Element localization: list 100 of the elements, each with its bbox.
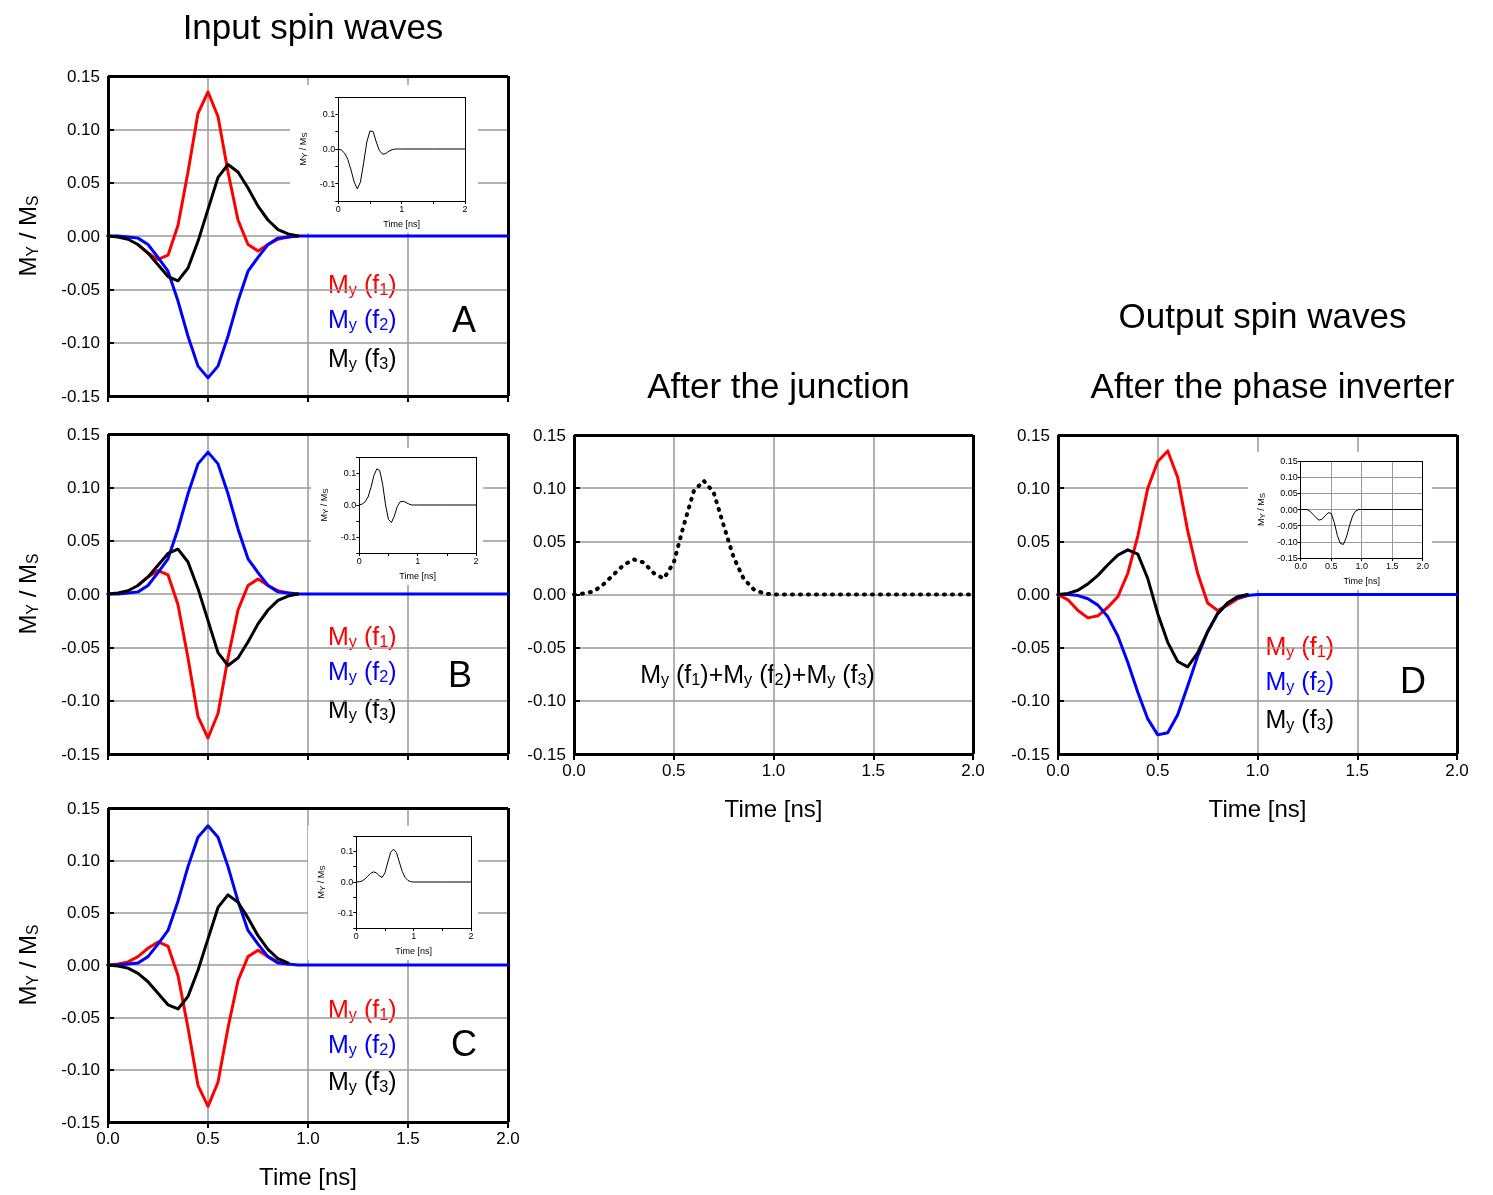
x-axis-title: Time [ns] xyxy=(1343,575,1381,586)
y-tick-label: -0.15 xyxy=(1011,744,1050,764)
x-tick-label: 1.5 xyxy=(1385,560,1399,571)
x-tick-label: 1.0 xyxy=(296,1129,320,1148)
x-tick-label: 2 xyxy=(462,203,468,214)
text: My (f3) xyxy=(328,343,397,372)
x-tick-label: 1.5 xyxy=(861,761,886,780)
y-tick-label: 0.00 xyxy=(66,226,100,246)
series-label: My (f1) xyxy=(1265,631,1335,660)
x-tick-label: 1.0 xyxy=(761,761,786,780)
x-tick-label: 0 xyxy=(353,930,359,941)
y-tick-label: 0.1 xyxy=(343,468,357,478)
chart-title: Input spin waves xyxy=(182,7,444,46)
x-tick-label: 0 xyxy=(356,555,362,566)
y-tick-label: -0.05 xyxy=(61,637,100,657)
x-tick-label: 2.0 xyxy=(1445,761,1469,780)
y-tick-label: 0.1 xyxy=(322,109,336,120)
x-tick-label: 1 xyxy=(415,555,421,566)
line-series xyxy=(106,450,510,596)
y-tick-label: 0.10 xyxy=(532,478,566,498)
x-tick-label: 0.0 xyxy=(96,1129,120,1148)
y-tick-label: -0.15 xyxy=(527,744,566,764)
x-tick-label: 0.0 xyxy=(562,761,586,780)
x-tick-label: 2 xyxy=(468,930,474,941)
y-tick-label: 0.00 xyxy=(1280,504,1298,515)
x-tick-label: 1.5 xyxy=(396,1129,420,1148)
y-axis-title: MY / MS xyxy=(297,132,309,166)
y-tick-label: 0.05 xyxy=(1280,488,1298,499)
y-tick-label: -0.10 xyxy=(61,1060,100,1080)
y-tick-label: 0.15 xyxy=(66,424,100,444)
x-tick-label: 0.5 xyxy=(196,1129,220,1148)
y-tick-label: -0.05 xyxy=(1011,638,1050,658)
annotation: D xyxy=(1400,660,1427,702)
x-axis-title: Time [ns] xyxy=(259,1162,357,1190)
y-tick-label: 0.00 xyxy=(532,585,566,604)
series-label: My (f1) xyxy=(328,621,397,650)
y-tick-label: 0.05 xyxy=(532,531,566,551)
y-tick-label: 0.00 xyxy=(66,955,100,975)
y-tick-label: 0.10 xyxy=(66,477,100,497)
x-tick-label: 1 xyxy=(399,203,405,214)
text: My (f2) xyxy=(328,305,397,334)
y-tick-label: -0.10 xyxy=(61,333,100,353)
x-tick-label: 0.5 xyxy=(661,761,686,780)
x-tick-label: 2 xyxy=(473,555,479,566)
y-axis-title: MY / MS xyxy=(315,865,327,899)
x-tick-label: 1.0 xyxy=(1245,761,1270,780)
y-tick-label: -0.10 xyxy=(1277,536,1298,547)
annotation: B xyxy=(447,653,473,695)
x-tick-label: 0.5 xyxy=(1324,560,1338,571)
y-tick-label: 0.10 xyxy=(66,119,100,139)
y-tick-label: -0.15 xyxy=(61,744,100,764)
y-tick-label: 0.10 xyxy=(66,850,100,870)
annotation: C xyxy=(451,1023,477,1064)
x-tick-label: 1.5 xyxy=(1345,761,1370,780)
y-axis-title: MY / MS xyxy=(318,488,330,522)
y-tick-label: -0.1 xyxy=(337,907,354,918)
x-axis-title: Time [ns] xyxy=(383,218,420,229)
y-tick-label: 0.15 xyxy=(66,798,100,818)
text: My (f2) xyxy=(1265,666,1335,695)
y-tick-label: 0.15 xyxy=(532,425,566,445)
chart-title: Output spin waves xyxy=(1118,296,1407,335)
y-tick-label: -0.05 xyxy=(61,279,100,299)
y-tick-label: 0.00 xyxy=(66,584,100,604)
y-tick-label: -0.1 xyxy=(319,178,336,189)
x-tick-label: 0.5 xyxy=(1145,761,1170,780)
x-tick-label: 1 xyxy=(411,930,417,941)
chart-title: After the junction xyxy=(647,366,910,405)
y-tick-label: -0.10 xyxy=(1011,691,1050,711)
y-tick-label: -0.05 xyxy=(527,638,566,658)
text: My (f3) xyxy=(328,1067,397,1096)
y-tick-label: 0.0 xyxy=(340,877,354,887)
y-tick-label: 0.10 xyxy=(1280,472,1298,483)
y-tick-label: -0.15 xyxy=(61,1112,100,1132)
y-tick-label: 0.05 xyxy=(66,531,100,551)
y-tick-label: -0.05 xyxy=(1277,520,1298,531)
y-tick-label: 0.1 xyxy=(340,846,354,857)
x-tick-label: 0.0 xyxy=(1294,560,1307,571)
x-tick-label: 2.0 xyxy=(496,1129,520,1148)
text: My (f2) xyxy=(328,1029,397,1058)
chart-subtitle: After the phase inverter xyxy=(1090,366,1455,405)
y-tick-label: 0.00 xyxy=(1016,585,1050,604)
y-axis-title: MY / MS xyxy=(13,924,41,1006)
y-tick-label: 0.15 xyxy=(1016,425,1050,445)
y-tick-label: 0.15 xyxy=(66,66,100,86)
x-tick-label: 2.0 xyxy=(961,761,985,780)
text: My (f2) xyxy=(328,656,397,685)
x-axis-title: Time [ns] xyxy=(399,570,436,581)
y-tick-label: 0.05 xyxy=(66,173,100,193)
text: My (f3) xyxy=(328,695,397,724)
y-tick-label: 0.0 xyxy=(343,500,357,510)
y-tick-label: 0.0 xyxy=(322,144,336,154)
y-tick-label: -0.15 xyxy=(1277,553,1298,563)
y-tick-label: -0.15 xyxy=(61,386,100,406)
y-axis-title: MY / MS xyxy=(13,553,41,635)
x-tick-label: 2.0 xyxy=(1416,560,1429,571)
y-axis-title: MY / MS xyxy=(13,195,41,277)
y-axis-title: MY / MS xyxy=(1255,492,1267,527)
y-tick-label: -0.1 xyxy=(340,532,357,542)
x-tick-label: 1.0 xyxy=(1355,560,1368,571)
x-axis-title: Time [ns] xyxy=(724,794,823,822)
